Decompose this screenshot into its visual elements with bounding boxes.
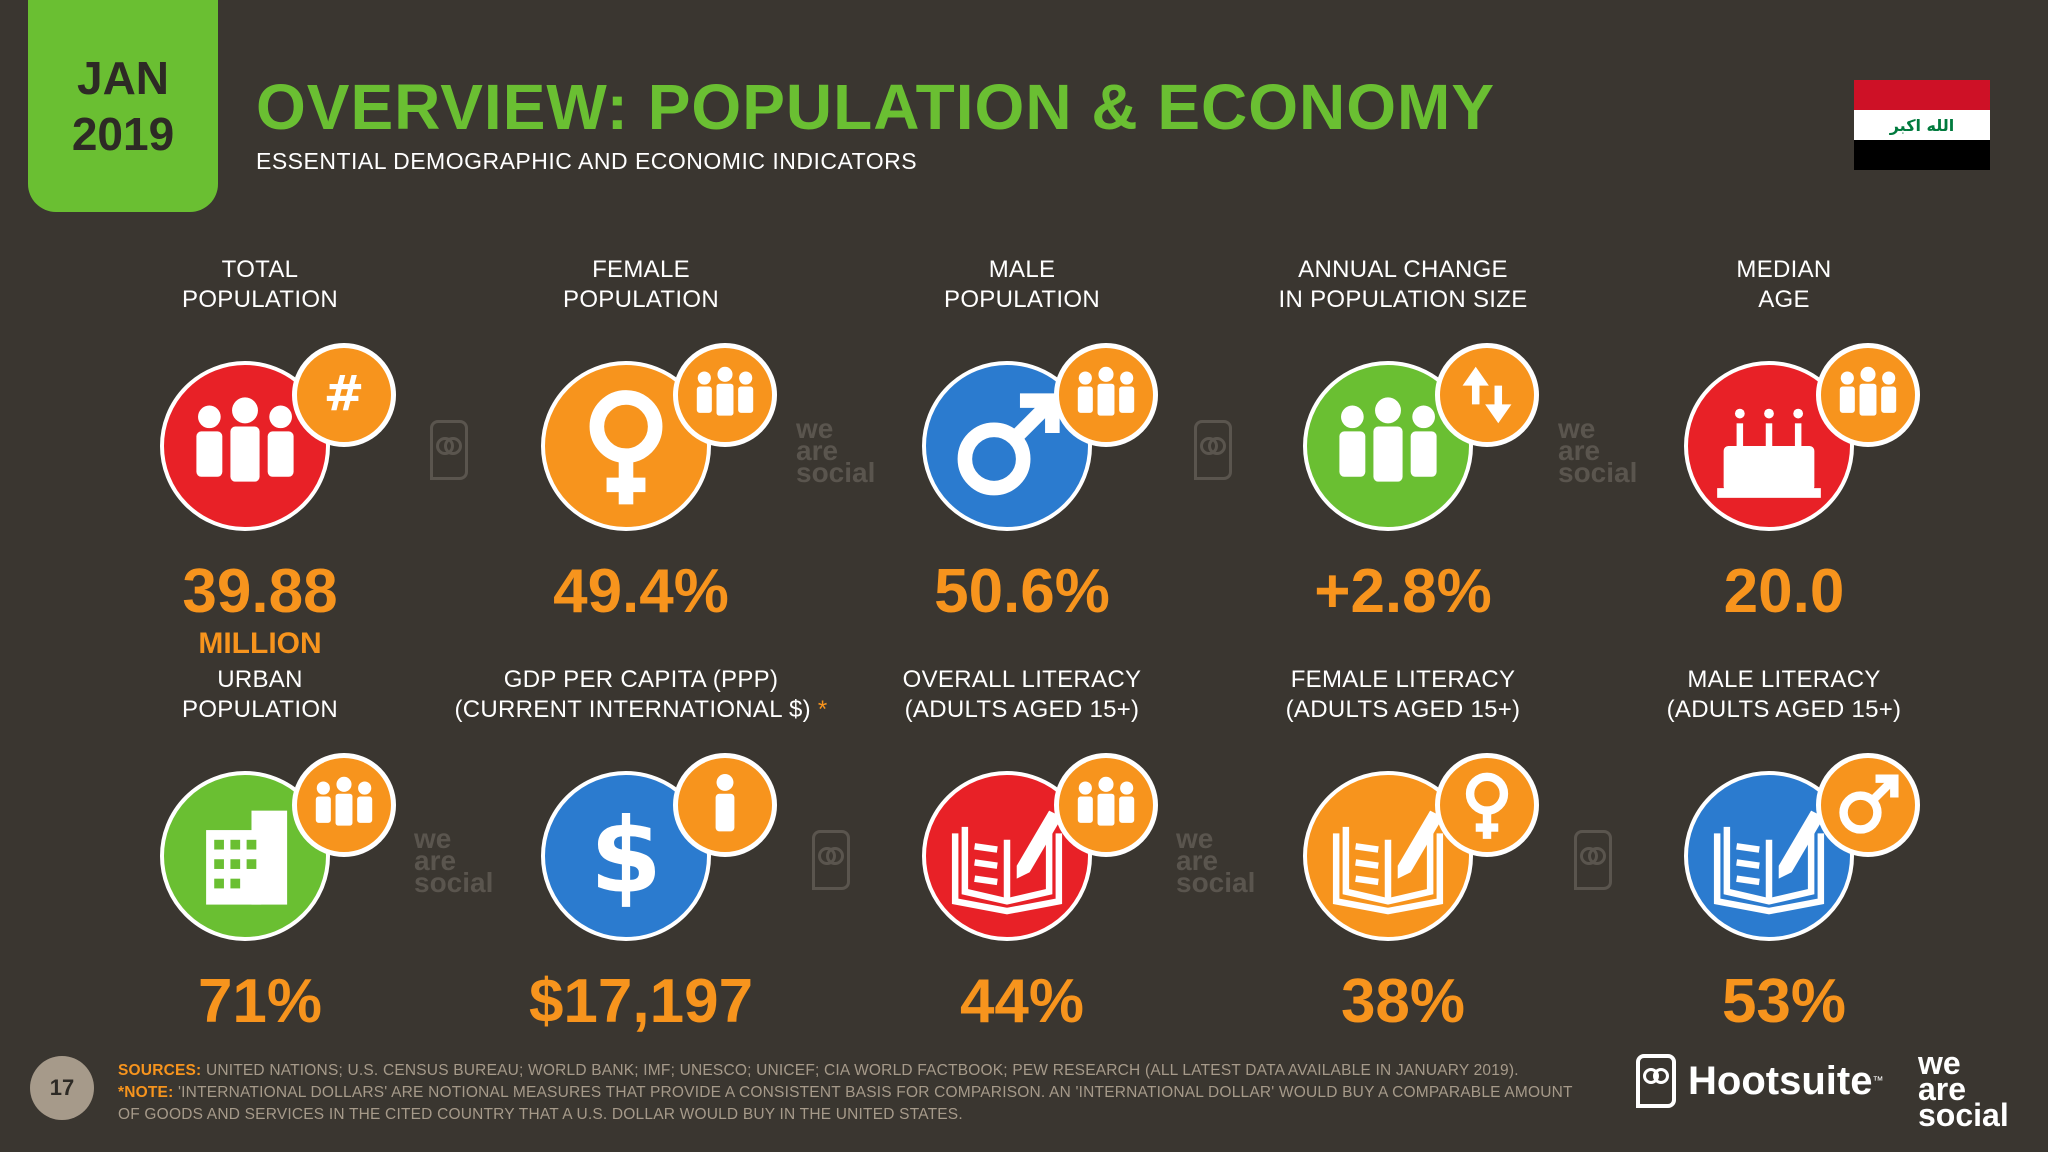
stat-icon-group <box>902 343 1158 543</box>
stat-icon-group <box>1283 343 1539 543</box>
book-pen-icon <box>1684 771 1854 941</box>
stat-value: 53% <box>1721 967 1847 1036</box>
stat-value: $17,197 <box>528 967 754 1036</box>
stat-value: 50.6% <box>934 557 1110 626</box>
note-text: 'INTERNATIONAL DOLLARS' ARE NOTIONAL MEA… <box>118 1084 1573 1123</box>
hootsuite-logo: Hootsuite ™ <box>1636 1054 1883 1108</box>
stat-card: OVERALL LITERACY (ADULTS AGED 15+) 44% <box>832 665 1212 1037</box>
flag-inscription: الله اكبر <box>1889 115 1955 135</box>
stat-card: URBAN POPULATION 71% <box>70 665 450 1037</box>
stat-card: TOTAL POPULATION # 39.88 MILLION <box>70 255 450 661</box>
owl-watermark-icon <box>1574 830 1612 890</box>
we-are-social-watermark: we are social <box>796 413 876 488</box>
stat-label: GDP PER CAPITA (PPP) (CURRENT INTERNATIO… <box>454 666 828 723</box>
svg-text:$: $ <box>590 797 662 917</box>
stat-label: MALE POPULATION <box>944 256 1100 313</box>
iraq-flag-icon: الله اكبر <box>1854 80 1990 170</box>
stat-label: FEMALE LITERACY (ADULTS AGED 15+) <box>1285 666 1521 723</box>
sources-text: UNITED NATIONS; U.S. CENSUS BUREAU; WORL… <box>205 1062 1519 1079</box>
flag-red-band <box>1854 80 1990 110</box>
people-icon <box>673 343 777 447</box>
we-are-social-watermark: we are social <box>1558 413 1638 488</box>
stat-icon-group <box>521 343 777 543</box>
stat-label: MALE LITERACY (ADULTS AGED 15+) <box>1666 666 1902 723</box>
stat-card: MALE LITERACY (ADULTS AGED 15+) 53% <box>1594 665 1974 1037</box>
stat-value: 39.88 <box>182 557 338 626</box>
date-year: 2019 <box>71 108 175 160</box>
stat-label: MEDIAN AGE <box>1736 256 1832 313</box>
hash-icon: # <box>292 343 396 447</box>
hootsuite-wordmark: Hootsuite <box>1688 1058 1873 1103</box>
people-icon <box>1054 343 1158 447</box>
sources-note: SOURCES: UNITED NATIONS; U.S. CENSUS BUR… <box>118 1060 1578 1126</box>
owl-watermark-icon <box>812 830 850 890</box>
stat-value: +2.8% <box>1314 557 1492 626</box>
sources-label: SOURCES: <box>118 1062 202 1079</box>
stat-card: GDP PER CAPITA (PPP) (CURRENT INTERNATIO… <box>451 665 831 1037</box>
stat-value: 71% <box>197 967 323 1036</box>
male-symbol-icon <box>1816 753 1920 857</box>
date-month: JAN <box>76 52 170 104</box>
stat-icon-group <box>140 753 396 953</box>
hootsuite-owl-icon <box>1636 1054 1676 1108</box>
stat-card: ANNUAL CHANGE IN POPULATION SIZE +2.8% <box>1213 255 1593 627</box>
stat-label: OVERALL LITERACY (ADULTS AGED 15+) <box>902 666 1142 723</box>
stat-card: MALE POPULATION 50.6% <box>832 255 1212 627</box>
stat-value: 49.4% <box>553 557 729 626</box>
stat-label: URBAN POPULATION <box>182 666 338 723</box>
page-subtitle: ESSENTIAL DEMOGRAPHIC AND ECONOMIC INDIC… <box>256 148 918 174</box>
flag-white-band: الله اكبر <box>1854 110 1990 140</box>
we-are-social-watermark: we are social <box>414 823 494 898</box>
female-symbol-icon <box>1435 753 1539 857</box>
stat-icon-group <box>1283 753 1539 953</box>
flag-black-band <box>1854 140 1990 170</box>
stat-icon-group: $ <box>521 753 777 953</box>
stat-value: 38% <box>1340 967 1466 1036</box>
up-down-arrows-icon <box>1435 343 1539 447</box>
people-icon <box>1816 343 1920 447</box>
people-icon <box>1054 753 1158 857</box>
page-number: 17 <box>30 1056 94 1120</box>
stat-label: TOTAL POPULATION <box>182 256 338 313</box>
stat-card: FEMALE LITERACY (ADULTS AGED 15+) 38% <box>1213 665 1593 1037</box>
stat-label: FEMALE POPULATION <box>563 256 719 313</box>
people-icon <box>292 753 396 857</box>
stat-value: 44% <box>959 967 1085 1036</box>
stat-unit: MILLION <box>198 627 322 660</box>
owl-watermark-icon <box>1194 420 1232 480</box>
date-tab: JAN 2019 <box>28 0 218 212</box>
stat-value: 20.0 <box>1723 557 1845 626</box>
people-icon <box>160 361 330 531</box>
note-label: *NOTE: <box>118 1084 174 1101</box>
book-pen-icon <box>1303 771 1473 941</box>
we-are-social-logo: we are social <box>1918 1045 2009 1133</box>
person-icon <box>673 753 777 857</box>
we-are-social-watermark: we are social <box>1176 823 1256 898</box>
stat-icon-group <box>1664 753 1920 953</box>
stat-label: ANNUAL CHANGE IN POPULATION SIZE <box>1278 256 1528 313</box>
stat-icon-group <box>1664 343 1920 543</box>
svg-text:#: # <box>324 365 365 422</box>
stat-icon-group: # <box>140 343 396 543</box>
owl-watermark-icon <box>430 420 468 480</box>
stat-card: FEMALE POPULATION 49.4% <box>451 255 831 627</box>
page-title: OVERVIEW: POPULATION & ECONOMY <box>256 71 1495 143</box>
stat-icon-group <box>902 753 1158 953</box>
stat-card: MEDIAN AGE 20.0 <box>1594 255 1974 627</box>
